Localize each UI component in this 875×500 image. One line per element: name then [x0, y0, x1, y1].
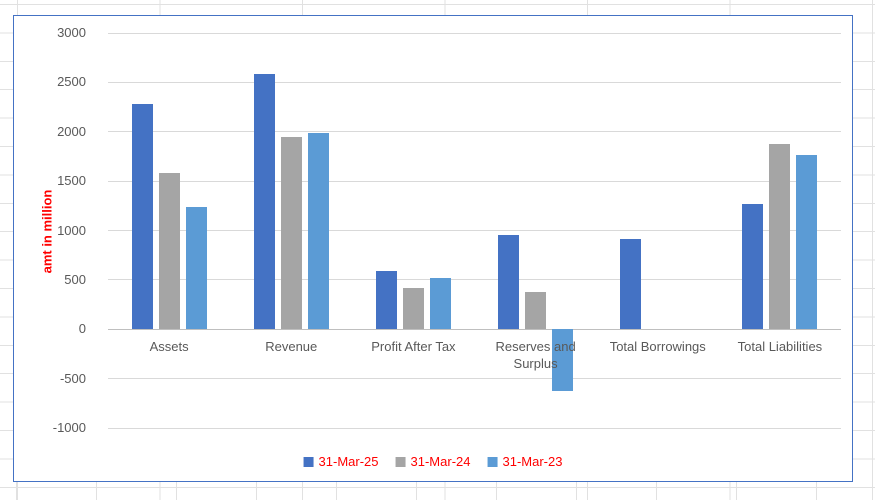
- y-tick-label: 3000: [57, 25, 86, 40]
- legend-label: 31-Mar-25: [318, 454, 379, 469]
- y-tick-label: 1500: [57, 173, 86, 189]
- legend-label: 31-Mar-23: [502, 454, 563, 469]
- bar-group: [475, 33, 597, 428]
- legend-swatch-icon: [395, 456, 406, 467]
- bar-group: [230, 33, 352, 428]
- category-label: Profit After Tax: [371, 339, 456, 355]
- y-tick-label: -1000: [52, 420, 86, 435]
- bar-31-Mar-23-assets[interactable]: [185, 206, 207, 330]
- y-tick-label: -500: [59, 370, 86, 386]
- legend-swatch-icon: [487, 456, 498, 467]
- bar-31-Mar-25-revenue[interactable]: [253, 74, 275, 330]
- y-gridline: [108, 378, 841, 380]
- chart-area[interactable]: amt in million Assets Revenue Profit After…: [13, 15, 853, 482]
- category-label: Revenue: [265, 339, 318, 355]
- y-tick-label: 2500: [57, 74, 86, 90]
- y-gridline: [108, 279, 841, 281]
- bar-31-Mar-25-reserves-and-surplus[interactable]: [498, 235, 520, 330]
- bar-31-Mar-25-assets[interactable]: [131, 104, 153, 330]
- x-axis-zero-line: [108, 328, 841, 330]
- bar-31-Mar-24-profit-after-tax[interactable]: [402, 287, 424, 330]
- legend-item[interactable]: 31-Mar-23: [487, 454, 562, 469]
- bar-group: [597, 33, 719, 428]
- bar-31-Mar-25-total-borrowings[interactable]: [620, 239, 642, 330]
- bar-31-Mar-24-reserves-and-surplus[interactable]: [525, 291, 547, 330]
- bar-31-Mar-24-assets[interactable]: [158, 173, 180, 330]
- y-gridline: [108, 131, 841, 133]
- bar-31-Mar-24-revenue[interactable]: [280, 136, 302, 330]
- legend-label: 31-Mar-24: [410, 454, 471, 469]
- y-gridline: [108, 32, 841, 34]
- bar-31-Mar-24-total-liabilities[interactable]: [769, 143, 791, 330]
- legend-swatch-icon: [303, 456, 314, 467]
- bar-group: [108, 33, 230, 428]
- category-label: Reserves and Surplus: [495, 339, 576, 371]
- bar-31-Mar-23-profit-after-tax[interactable]: [429, 277, 451, 330]
- legend: 31-Mar-25 31-Mar-24 31-Mar-23: [303, 454, 562, 469]
- bar-31-Mar-23-total-liabilities[interactable]: [796, 155, 818, 330]
- category-label: Assets: [149, 339, 189, 355]
- y-tick-label: 2000: [57, 123, 86, 139]
- bar-31-Mar-23-revenue[interactable]: [307, 132, 329, 330]
- y-gridline: [108, 230, 841, 231]
- bar-31-Mar-23-reserves-and-surplus[interactable]: [552, 329, 574, 392]
- y-tick-label: 1000: [57, 222, 86, 238]
- y-tick-label: 500: [64, 271, 86, 287]
- y-gridline: [108, 427, 841, 429]
- legend-item[interactable]: 31-Mar-24: [395, 454, 471, 469]
- plot-area: Assets Revenue Profit After Tax Reserves an…: [108, 32, 841, 429]
- bar-31-Mar-25-profit-after-tax[interactable]: [375, 270, 397, 330]
- bar-group: [352, 33, 474, 428]
- legend-item[interactable]: 31-Mar-25: [303, 454, 379, 469]
- category-label: Total Liabilities: [737, 339, 823, 355]
- bar-group: [719, 33, 841, 428]
- y-gridline: [108, 81, 841, 83]
- spreadsheet-grid-bottom: [0, 482, 875, 500]
- bar-31-Mar-25-total-liabilities[interactable]: [742, 203, 764, 330]
- y-gridline: [108, 180, 841, 182]
- y-tick-label: 0: [78, 321, 86, 337]
- category-label: Total Borrowings: [609, 339, 706, 355]
